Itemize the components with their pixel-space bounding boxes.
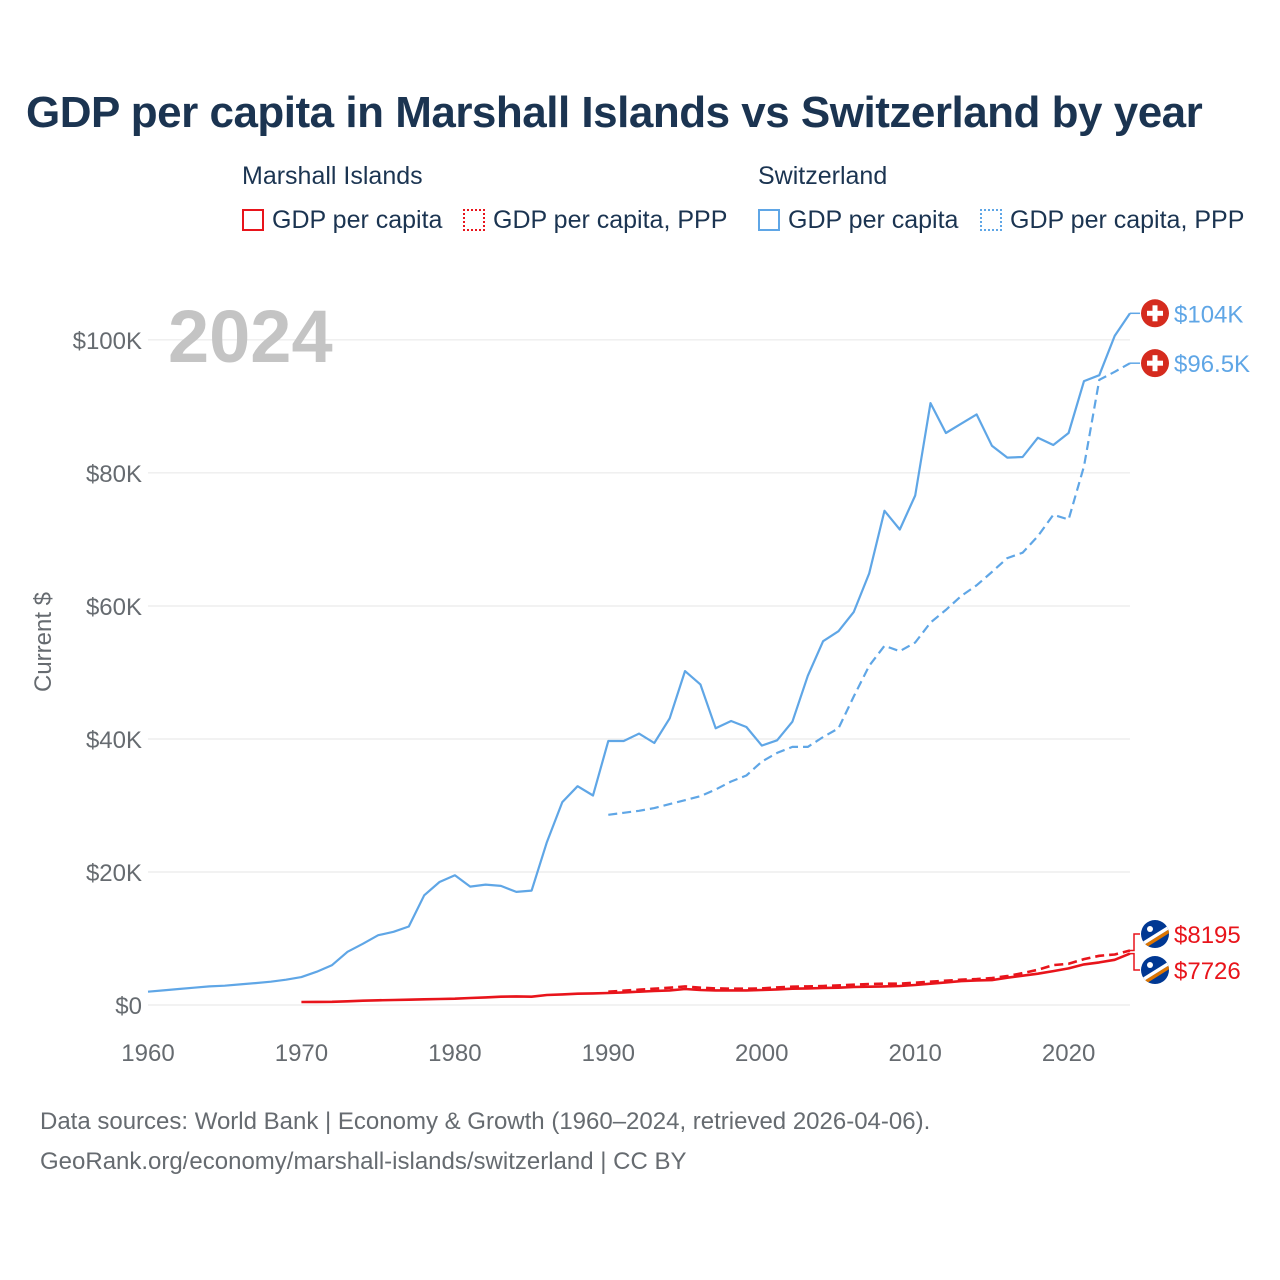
series-line-switzerland[interactable] [147,312,1131,993]
legend-group-switzerland: Switzerland [758,162,888,190]
end-value-label: $7726 [1174,958,1241,985]
x-tick-label: 1970 [275,1040,328,1067]
y-axis-label: Current $ [30,592,57,692]
line-chart: Current $ $0 $20K $40K $60K $80K $100K 1960 197… [30,295,1250,1067]
end-value-label: $104K [1174,301,1243,328]
y-tick-label: $0 [115,993,142,1020]
y-tick-label: $20K [86,860,142,887]
legend-swatch-solid [242,209,264,231]
switzerland-flag-icon [1141,299,1169,328]
x-tick-label: 1960 [121,1040,174,1067]
chart-title: GDP per capita in Marshall Islands vs Sw… [26,88,1203,137]
x-tick-label: 2000 [735,1040,788,1067]
end-value-label: $8195 [1174,922,1241,949]
legend-item-switzerland-gdp-ppp[interactable]: GDP per capita, PPP [980,204,1244,236]
series-line-marshall-islands-ppp[interactable] [608,949,1131,993]
legend-label: GDP per capita, PPP [1010,205,1245,234]
legend-label: GDP per capita [272,205,443,234]
legend-label: GDP per capita, PPP [493,205,728,234]
marshall-islands-flag-icon [1141,920,1169,949]
legend-item-marshall-gdp[interactable]: GDP per capita [242,204,442,236]
end-connector [1130,952,1140,971]
legend-swatch-dotted [980,209,1002,231]
end-marker-switzerland[interactable]: $104K [1130,299,1243,328]
x-tick-label: 2020 [1042,1040,1095,1067]
end-marker-switzerland-ppp[interactable]: $96.5K [1130,349,1250,378]
legend-label: GDP per capita [788,205,959,234]
switzerland-flag-icon [1141,349,1169,378]
x-tick-label: 1980 [428,1040,481,1067]
footer-sources: Data sources: World Bank | Economy & Gro… [40,1108,931,1135]
series-line-switzerland-ppp[interactable] [608,362,1131,816]
year-overlay: 2024 [168,295,333,378]
legend-item-switzerland-gdp[interactable]: GDP per capita [758,204,958,236]
end-value-label: $96.5K [1174,351,1250,378]
end-connector [1130,933,1140,952]
y-tick-label: $80K [86,461,142,488]
x-tick-label: 1990 [582,1040,635,1067]
series-line-marshall-islands[interactable] [301,952,1131,1004]
y-tick-label: $40K [86,727,142,754]
footer-attribution[interactable]: GeoRank.org/economy/marshall-islands/swi… [40,1148,687,1175]
marshall-islands-flag-icon [1141,956,1169,985]
end-marker-marshall-islands[interactable]: $7726 [1130,952,1241,988]
end-marker-marshall-islands-ppp[interactable]: $8195 [1130,920,1241,952]
legend-swatch-solid [758,209,780,231]
y-tick-label: $100K [73,328,142,355]
legend-swatch-dotted [463,209,485,231]
y-tick-label: $60K [86,594,142,621]
legend-item-marshall-gdp-ppp[interactable]: GDP per capita, PPP [463,204,727,236]
legend-group-marshall-islands: Marshall Islands [242,162,423,190]
x-tick-label: 2010 [888,1040,941,1067]
